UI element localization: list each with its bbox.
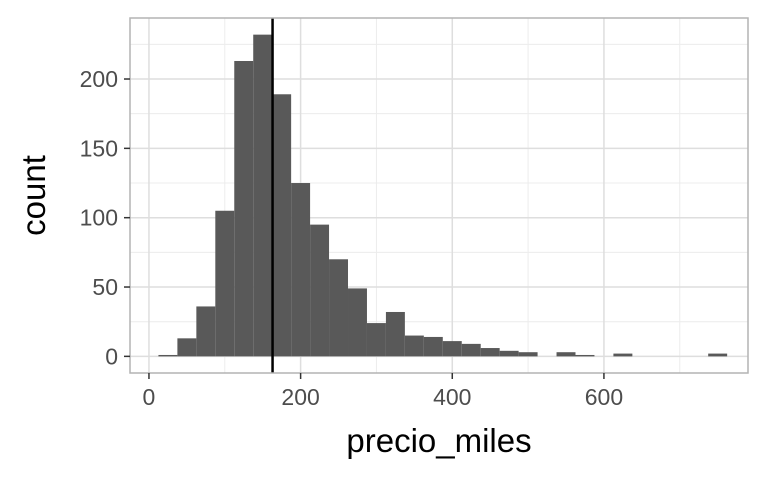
y-tick-label: 200 xyxy=(80,66,118,92)
histogram-bars xyxy=(158,34,728,357)
histogram-bar xyxy=(556,352,576,357)
histogram-bar xyxy=(310,224,330,357)
histogram-bar xyxy=(423,336,443,357)
histogram-bar xyxy=(708,353,728,357)
histogram-bar xyxy=(575,354,595,357)
histogram-bar xyxy=(177,338,197,357)
histogram-bar xyxy=(291,183,311,357)
x-axis-title: precio_miles xyxy=(346,422,531,459)
histogram-bar xyxy=(158,354,178,357)
x-tick-label: 200 xyxy=(281,384,319,410)
histogram-bar xyxy=(385,311,405,357)
x-tick-label: 600 xyxy=(585,384,623,410)
histogram-bar xyxy=(442,341,462,357)
histogram-bar xyxy=(366,323,386,357)
histogram-bar xyxy=(272,94,292,357)
histogram-bar xyxy=(461,343,481,357)
x-axis-ticks: 0 200 400 600 xyxy=(143,373,623,410)
y-tick-label: 0 xyxy=(105,343,118,369)
histogram-bar xyxy=(234,60,254,357)
y-tick-label: 50 xyxy=(92,274,118,300)
x-tick-label: 0 xyxy=(143,384,156,410)
histogram-bar xyxy=(196,306,216,357)
histogram-bar xyxy=(499,350,519,357)
histogram-bar xyxy=(253,34,273,357)
panel-border xyxy=(129,17,749,374)
histogram-bar xyxy=(480,348,500,357)
y-axis-title: count xyxy=(15,155,52,236)
histogram-bar xyxy=(518,352,538,357)
histogram-bar xyxy=(404,335,424,357)
y-axis-ticks: 0 50 100 150 200 xyxy=(80,66,130,369)
x-tick-label: 400 xyxy=(433,384,471,410)
histogram-bar xyxy=(613,353,633,357)
histogram-bar xyxy=(348,288,367,357)
y-tick-label: 150 xyxy=(80,135,118,161)
y-tick-label: 100 xyxy=(80,205,118,231)
histogram-bar xyxy=(215,210,235,357)
histogram-bar xyxy=(329,259,349,357)
